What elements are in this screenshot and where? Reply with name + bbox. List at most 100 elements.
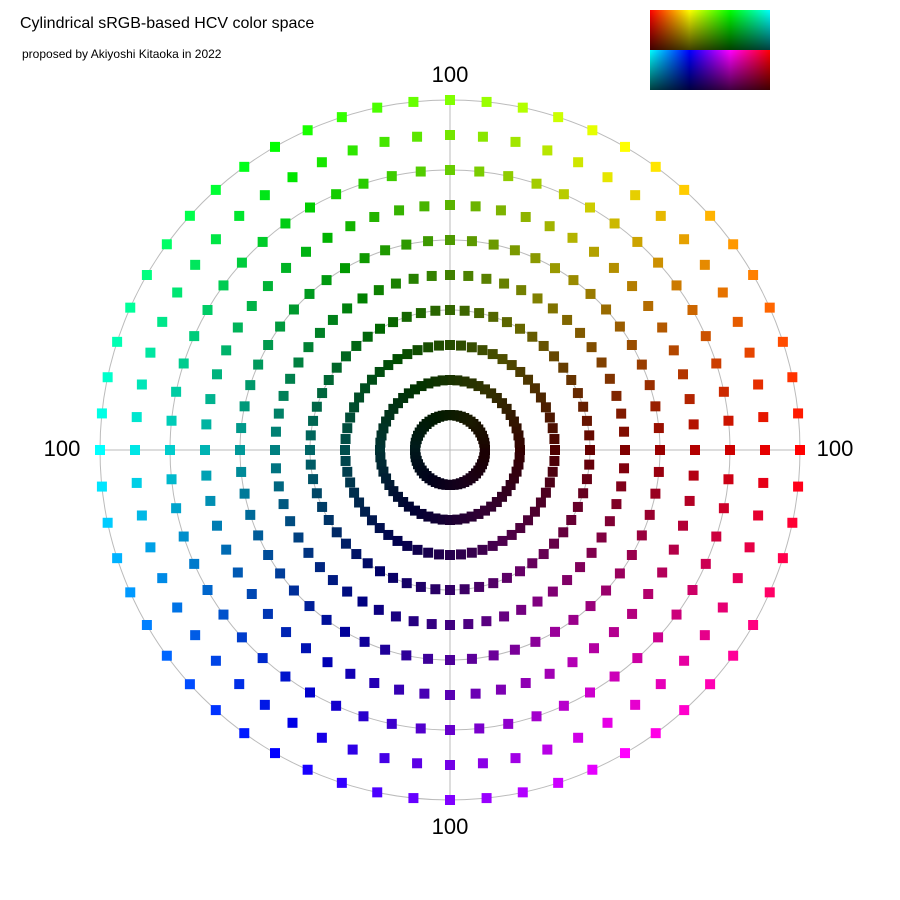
color-square — [125, 302, 136, 313]
color-square — [650, 728, 661, 739]
color-square — [466, 511, 477, 522]
color-square — [380, 245, 391, 256]
color-square — [366, 515, 377, 526]
color-square — [630, 699, 641, 710]
color-square — [305, 430, 316, 441]
color-square — [568, 614, 579, 625]
color-square — [573, 732, 584, 743]
color-square — [589, 246, 600, 257]
color-square — [515, 566, 525, 577]
color-square — [380, 644, 391, 655]
color-square — [270, 141, 280, 152]
color-square — [653, 466, 664, 477]
color-square — [609, 671, 620, 682]
color-square — [358, 178, 369, 189]
color-square — [246, 589, 257, 600]
color-square — [515, 445, 525, 455]
color-square — [302, 764, 313, 775]
color-square — [459, 584, 470, 595]
color-square — [544, 668, 555, 679]
color-square — [516, 604, 527, 615]
color-square — [777, 553, 788, 564]
color-square — [466, 342, 477, 353]
color-square — [481, 616, 492, 627]
color-square — [280, 671, 291, 682]
color-square — [718, 386, 729, 397]
color-square — [278, 390, 289, 401]
color-square — [650, 401, 661, 412]
color-square — [445, 130, 455, 140]
color-square — [510, 753, 521, 764]
color-square — [566, 515, 577, 525]
color-square — [497, 535, 508, 546]
color-square — [374, 523, 385, 534]
color-square — [748, 270, 759, 280]
color-square — [270, 463, 281, 474]
color-square — [474, 581, 485, 592]
color-square — [430, 584, 441, 595]
color-square — [668, 544, 679, 555]
color-square — [331, 189, 342, 200]
color-square — [317, 501, 328, 512]
color-square — [609, 218, 620, 229]
color-square — [345, 477, 356, 488]
color-square — [221, 345, 232, 356]
color-square — [717, 602, 728, 613]
color-square — [351, 340, 362, 351]
color-square — [527, 558, 538, 569]
color-square — [653, 257, 664, 268]
color-square — [505, 480, 516, 490]
color-square — [336, 777, 347, 788]
color-square — [245, 380, 256, 391]
color-square — [486, 501, 497, 512]
color-square — [516, 285, 527, 296]
marks — [95, 95, 805, 805]
color-inset — [650, 10, 770, 90]
color-square — [445, 165, 455, 175]
color-square — [386, 171, 397, 182]
color-square — [403, 501, 414, 512]
color-square — [403, 388, 414, 399]
color-square — [362, 331, 373, 342]
color-square — [529, 506, 540, 517]
color-square — [359, 253, 370, 264]
color-square — [499, 611, 510, 622]
color-square — [379, 753, 390, 764]
color-square — [381, 416, 392, 427]
color-square — [547, 303, 558, 314]
color-square — [474, 166, 485, 177]
color-square — [351, 549, 362, 560]
color-square — [317, 388, 328, 399]
color-square — [679, 655, 690, 666]
color-square — [445, 95, 455, 105]
color-square — [415, 723, 426, 734]
color-square — [190, 259, 201, 270]
color-square — [412, 131, 423, 142]
color-square — [172, 287, 183, 298]
color-square — [434, 549, 445, 560]
color-square — [445, 585, 455, 595]
color-square — [201, 470, 212, 481]
color-square — [455, 549, 466, 560]
color-square — [452, 375, 463, 386]
color-square — [671, 609, 682, 620]
color-square — [711, 358, 722, 369]
color-square — [760, 445, 770, 455]
color-square — [495, 684, 506, 695]
color-square — [558, 362, 569, 373]
color-square — [285, 373, 296, 384]
color-square — [211, 369, 222, 380]
color-square — [538, 549, 549, 560]
color-square — [488, 578, 499, 589]
color-square — [509, 644, 520, 655]
color-square — [288, 585, 299, 596]
color-square — [529, 383, 540, 394]
r-axis-label: 100 — [817, 436, 854, 461]
color-square — [445, 340, 455, 350]
color-square — [553, 777, 564, 788]
color-square — [369, 211, 380, 222]
color-square — [410, 505, 420, 516]
color-square — [587, 764, 598, 775]
color-square — [679, 234, 690, 245]
